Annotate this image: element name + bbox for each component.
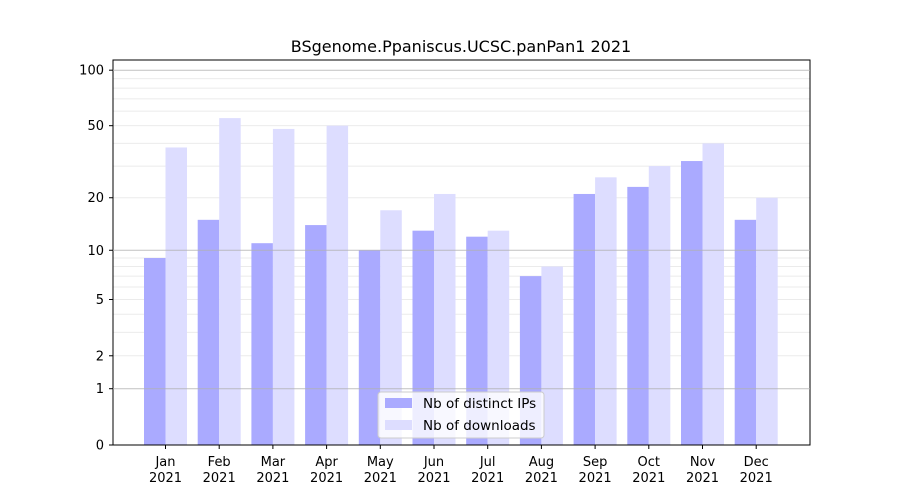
plot-frame xyxy=(112,59,811,446)
bar-downloads-3 xyxy=(326,125,349,445)
bar-distinct-ips-8 xyxy=(573,193,596,445)
legend-label-downloads: Nb of downloads xyxy=(423,418,536,434)
y-tick-label: 20 xyxy=(87,191,104,206)
y-tick-label: 10 xyxy=(87,244,104,259)
x-tick-label: Apr 2021 xyxy=(310,455,343,486)
x-tick-label: May 2021 xyxy=(364,455,397,486)
bar-downloads-9 xyxy=(648,166,671,445)
x-tick-label: Mar 2021 xyxy=(256,455,289,486)
bar-downloads-7 xyxy=(541,266,563,445)
y-tick-label: 50 xyxy=(87,119,104,134)
bar-distinct-ips-1 xyxy=(197,219,220,445)
bar-downloads-11 xyxy=(756,197,778,445)
bar-downloads-1 xyxy=(219,118,241,445)
x-tick-label: Jul 2021 xyxy=(471,455,504,486)
bar-downloads-0 xyxy=(165,147,187,445)
y-tick-label: 5 xyxy=(96,293,104,308)
legend-swatch-ips xyxy=(385,398,412,408)
bar-distinct-ips-3 xyxy=(305,225,327,445)
x-tick-label: Sep 2021 xyxy=(579,455,612,486)
x-tick-label: Jan 2021 xyxy=(149,455,182,486)
x-tick-label: Dec 2021 xyxy=(740,455,773,486)
bar-downloads-4 xyxy=(380,210,402,445)
bar-distinct-ips-10 xyxy=(681,161,703,445)
y-tick-label: 2 xyxy=(96,349,104,364)
legend-label-ips: Nb of distinct IPs xyxy=(423,396,536,412)
bar-distinct-ips-0 xyxy=(144,258,166,445)
legend: Nb of distinct IPs Nb of downloads xyxy=(377,391,545,439)
x-tick-label: Aug 2021 xyxy=(525,455,558,486)
x-tick-label: Nov 2021 xyxy=(686,455,719,486)
bar-downloads-2 xyxy=(272,128,295,445)
legend-box xyxy=(377,391,545,439)
legend-swatch-downloads xyxy=(385,420,412,430)
bar-downloads-5 xyxy=(434,193,456,445)
bar-downloads-8 xyxy=(595,177,617,446)
y-tick-label: 0 xyxy=(96,439,104,454)
bar-distinct-ips-2 xyxy=(251,243,273,445)
bar-distinct-ips-9 xyxy=(627,186,649,445)
y-tick-label: 1 xyxy=(96,382,104,397)
bar-downloads-10 xyxy=(702,143,724,445)
x-tick-label: Jun 2021 xyxy=(417,455,450,486)
x-tick-label: Oct 2021 xyxy=(632,455,665,486)
bar-downloads-6 xyxy=(487,230,510,445)
y-tick-label: 100 xyxy=(79,64,104,79)
x-tick-label: Feb 2021 xyxy=(203,455,236,486)
bar-distinct-ips-4 xyxy=(358,250,381,445)
bar-distinct-ips-5 xyxy=(412,230,434,445)
bar-distinct-ips-11 xyxy=(734,219,757,445)
chart-title: BSgenome.Ppaniscus.UCSC.panPan1 2021 xyxy=(291,37,631,56)
